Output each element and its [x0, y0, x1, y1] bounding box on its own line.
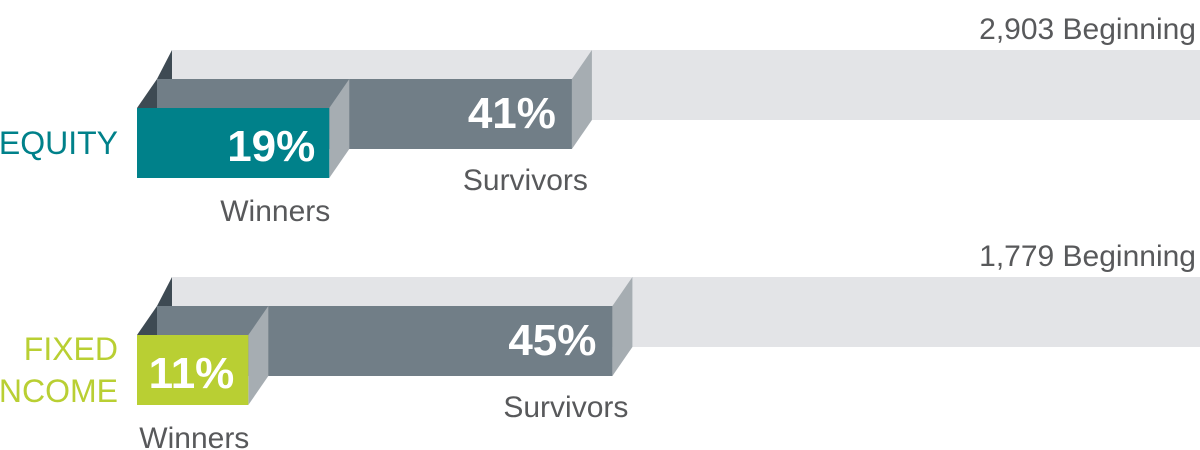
group-equity: 2,903 Beginning 41% Survivors 19% Winners EQU… — [0, 13, 1200, 228]
survivors-side-face — [612, 277, 633, 376]
winners-left-edge — [137, 306, 157, 335]
survivors-caption: Survivors — [503, 391, 628, 424]
winners-side-face — [329, 79, 350, 178]
winners-side-face — [248, 306, 269, 405]
group-fixed-income: 1,779 Beginning 45% Survivors 11% Winners FIX… — [0, 240, 1200, 450]
survivors-left-edge — [157, 50, 172, 79]
survivors-value-label: 41% — [468, 89, 556, 138]
winners-bar — [137, 108, 330, 178]
winners-value-label: 11% — [149, 349, 235, 398]
winners-value-label: 19% — [227, 122, 315, 171]
winners-left-edge — [137, 79, 157, 108]
category-label: FIXED — [24, 331, 118, 367]
winners-bar — [137, 335, 249, 405]
category-label: EQUITY — [0, 125, 118, 161]
survivors-caption: Survivors — [463, 164, 588, 197]
winners-caption: Winners — [220, 195, 330, 228]
beginning-label: 1,779 Beginning — [979, 240, 1196, 273]
survivors-side-face — [571, 50, 592, 149]
survivors-value-label: 45% — [508, 316, 596, 365]
survivors-left-edge — [157, 277, 172, 306]
category-label: INCOME — [0, 373, 118, 409]
beginning-label: 2,903 Beginning — [979, 13, 1196, 46]
winners-caption: Winners — [139, 422, 249, 450]
